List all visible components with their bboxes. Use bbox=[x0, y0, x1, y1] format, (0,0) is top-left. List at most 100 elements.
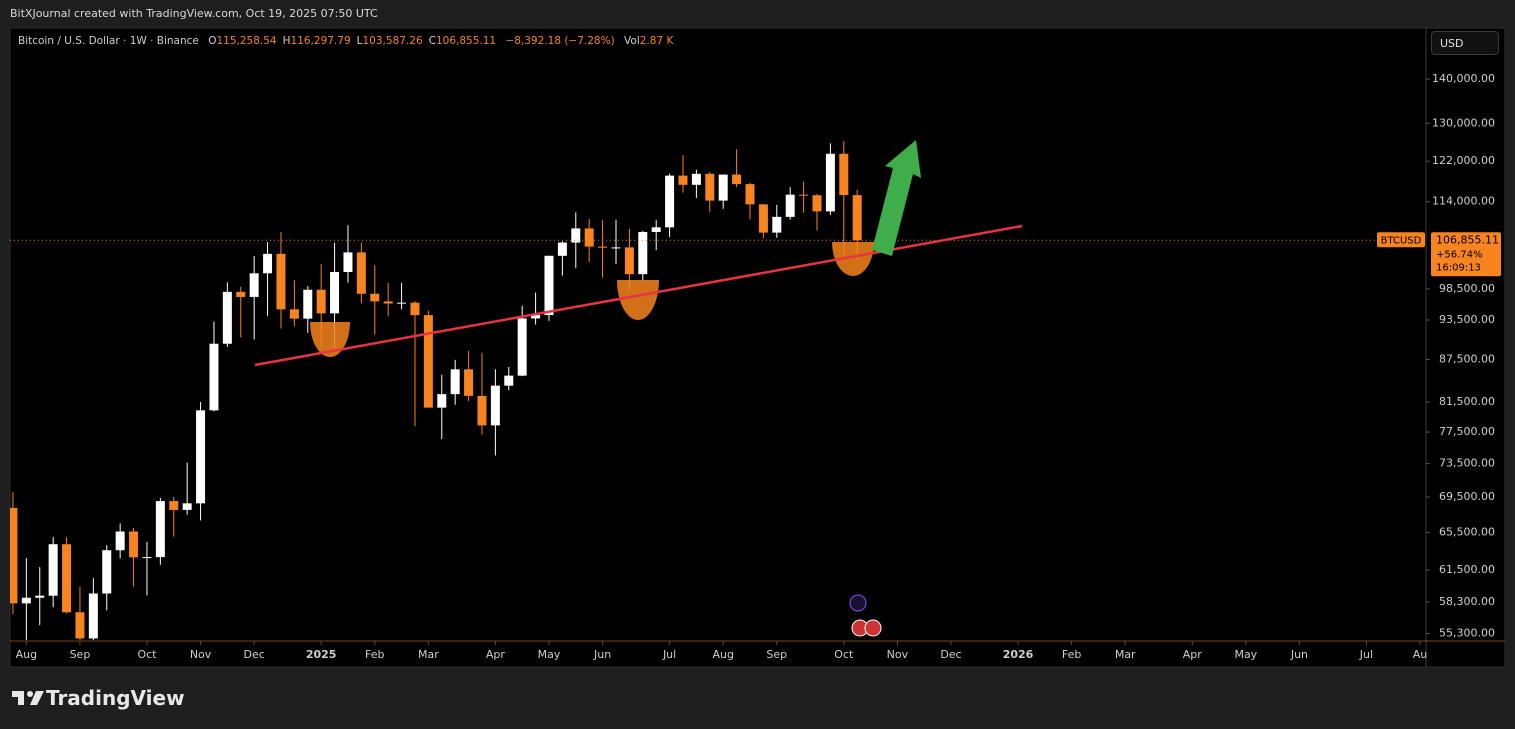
y-tick-label: 98,500.00 bbox=[1439, 282, 1495, 295]
change: −8,392.18 (−7.28%) bbox=[505, 35, 615, 47]
x-tick-label: Dec bbox=[940, 648, 961, 661]
candle-body bbox=[370, 293, 380, 302]
y-tick-label: 55,300.00 bbox=[1439, 626, 1495, 639]
y-tick-label: 122,000.00 bbox=[1432, 154, 1495, 167]
chart-background bbox=[9, 27, 1506, 668]
candle-body bbox=[477, 395, 487, 426]
x-tick-label: Jul bbox=[662, 648, 676, 661]
candle-body bbox=[812, 195, 822, 212]
candle-body bbox=[598, 246, 608, 248]
candle-body bbox=[517, 318, 527, 376]
candle-body bbox=[557, 242, 567, 256]
change-percent: +56.74% bbox=[1436, 249, 1483, 260]
candle-body bbox=[611, 247, 621, 249]
y-tick-label: 114,000.00 bbox=[1432, 195, 1495, 208]
symbol: Bitcoin / U.S. Dollar · 1W · Binance bbox=[18, 35, 199, 47]
x-tick-label: Oct bbox=[137, 648, 157, 661]
x-tick-label: Feb bbox=[1062, 648, 1081, 661]
candle-body bbox=[799, 194, 809, 196]
candle-body bbox=[691, 173, 701, 185]
y-tick-label: 77,500.00 bbox=[1439, 425, 1495, 438]
candle-body bbox=[464, 369, 474, 396]
candle-body bbox=[330, 271, 340, 314]
logo-icon bbox=[12, 691, 44, 705]
bowl-annotation bbox=[310, 322, 350, 357]
x-tick-label: Dec bbox=[244, 648, 265, 661]
x-tick-label: May bbox=[538, 648, 561, 661]
y-tick-label: 93,500.00 bbox=[1439, 313, 1495, 326]
candle-body bbox=[182, 503, 192, 510]
bowl-annotation bbox=[617, 280, 659, 320]
legend-key: O bbox=[208, 35, 217, 47]
y-tick-label: 58,300.00 bbox=[1439, 595, 1495, 608]
legend-value: 106,855.11 bbox=[435, 35, 497, 47]
candle-body bbox=[651, 227, 661, 232]
legend-value: 103,587.26 bbox=[362, 35, 423, 47]
plot bbox=[10, 140, 1425, 640]
candle-body bbox=[678, 175, 688, 185]
x-tick-label: Jul bbox=[1359, 648, 1373, 661]
legend-value: 2.87 K bbox=[639, 35, 674, 47]
candle-body bbox=[665, 175, 675, 228]
logo-text: TradingView bbox=[46, 686, 185, 710]
candle-body bbox=[129, 531, 139, 558]
event-icon[interactable] bbox=[849, 594, 867, 612]
candle-body bbox=[169, 501, 179, 510]
y-tick-label: 140,000.00 bbox=[1432, 72, 1495, 85]
candle-body bbox=[88, 593, 98, 639]
candle-body bbox=[289, 309, 299, 319]
x-tick-label: Sep bbox=[70, 648, 91, 661]
candle-body bbox=[718, 174, 728, 201]
candle-body bbox=[62, 544, 72, 613]
x-tick-label: Sep bbox=[766, 648, 787, 661]
candle-body bbox=[142, 557, 152, 559]
x-tick-label: Aug bbox=[16, 648, 37, 661]
candle-body bbox=[410, 302, 420, 316]
candle-body bbox=[772, 216, 782, 233]
candle-body bbox=[705, 173, 715, 201]
trend-line bbox=[254, 224, 1023, 367]
symbol-tag: BTCUSD bbox=[1381, 235, 1422, 246]
event-icon[interactable] bbox=[864, 619, 882, 637]
candle-body bbox=[732, 174, 742, 185]
x-tick-label: Mar bbox=[1115, 648, 1136, 661]
candle-body bbox=[397, 302, 407, 304]
candle-body bbox=[544, 255, 554, 316]
legend-value: 116,297.79 bbox=[290, 35, 351, 47]
y-tick-label: 65,500.00 bbox=[1439, 525, 1495, 538]
legend-key: H bbox=[282, 35, 291, 47]
candle-body bbox=[10, 507, 18, 604]
candle-body bbox=[316, 289, 326, 314]
candle-body bbox=[423, 315, 433, 408]
candle-body bbox=[222, 291, 232, 344]
y-tick-label: 81,500.00 bbox=[1439, 395, 1495, 408]
candle-body bbox=[236, 291, 246, 297]
x-tick-label: 2026 bbox=[1003, 648, 1034, 661]
legend-items: O115,258.54 H116,297.79 L103,587.26 C106,85… bbox=[202, 35, 496, 47]
candle-body bbox=[75, 612, 85, 639]
candle-body bbox=[155, 501, 165, 558]
y-tick-label: 69,500.00 bbox=[1439, 490, 1495, 503]
candle-body bbox=[450, 369, 460, 395]
candle-body bbox=[504, 375, 514, 386]
x-tick-label: Nov bbox=[190, 648, 212, 661]
footer-logo: TradingView bbox=[12, 686, 185, 710]
candle-body bbox=[785, 194, 795, 217]
candle-body bbox=[249, 273, 259, 297]
arrow-annotation bbox=[872, 140, 921, 256]
currency-button[interactable]: USD bbox=[1431, 31, 1499, 55]
candle-body bbox=[852, 195, 862, 241]
x-tick-label: Apr bbox=[1183, 648, 1203, 661]
legend-key: L bbox=[356, 35, 363, 47]
y-tick-label: 130,000.00 bbox=[1432, 116, 1495, 129]
legend-key: Vol bbox=[624, 35, 640, 47]
candle-body bbox=[48, 544, 58, 596]
legend: Bitcoin / U.S. Dollar · 1W · Binance O 11… bbox=[18, 35, 673, 47]
x-tick-label: Aug bbox=[712, 648, 733, 661]
y-tick-label: 87,500.00 bbox=[1439, 353, 1495, 366]
bowl-annotation bbox=[832, 242, 874, 276]
x-tick-label: Au bbox=[1413, 648, 1428, 661]
y-tick-label: 73,500.00 bbox=[1439, 457, 1495, 470]
candle-body bbox=[209, 343, 219, 411]
